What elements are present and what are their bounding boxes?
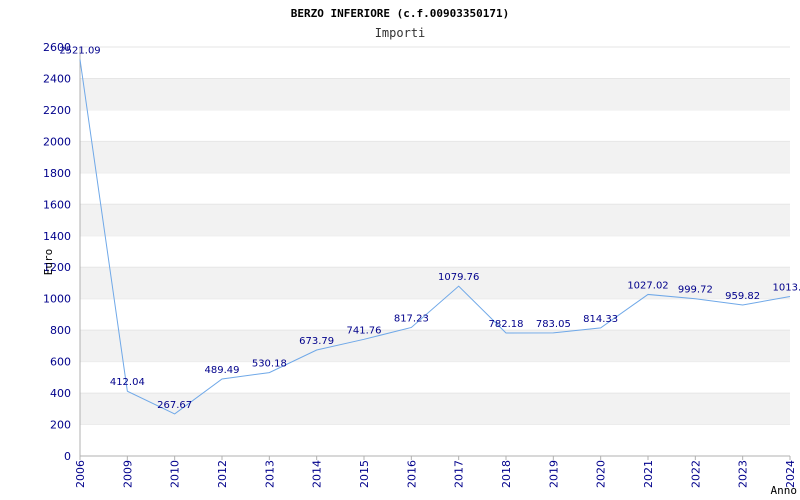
y-tick-label: 0 [64, 450, 71, 463]
data-label: 783.05 [536, 319, 571, 330]
x-tick-label: 2021 [642, 460, 655, 488]
chart-title: BERZO INFERIORE (c.f.00903350171) [291, 7, 510, 20]
x-tick-label: 2010 [169, 460, 182, 488]
chart-subtitle: Importi [375, 26, 426, 40]
y-tick-label: 200 [50, 419, 71, 432]
x-tick-label: 2022 [689, 460, 702, 488]
x-tick-label: 2024 [784, 460, 797, 488]
data-labels: 2521.09 412.04 267.67 489.49 530.18 673.79 741… [59, 45, 800, 410]
data-label: 741.76 [347, 325, 382, 336]
x-tick-label: 2023 [737, 460, 750, 488]
y-tick-label: 2200 [43, 104, 71, 117]
y-tick-label: 1600 [43, 198, 71, 211]
y-tick-label: 400 [50, 387, 71, 400]
data-label: 817.23 [394, 313, 429, 324]
x-tick-label: 2006 [74, 460, 87, 488]
x-tick-label: 2015 [358, 460, 371, 488]
data-label: 782.18 [489, 319, 524, 330]
grid-bands [80, 46, 790, 426]
axes [79, 47, 790, 457]
x-tick-label: 2020 [595, 460, 608, 488]
x-tick-label: 2012 [216, 460, 229, 488]
data-label: 814.33 [583, 314, 618, 325]
grid-band [80, 393, 790, 425]
data-label: 489.49 [205, 365, 240, 376]
y-tick-label: 800 [50, 324, 71, 337]
data-label: 1079.76 [438, 272, 479, 283]
grid-band [80, 267, 790, 299]
data-label: 530.18 [252, 359, 287, 370]
x-tick-label: 2016 [405, 460, 418, 488]
data-label: 2521.09 [59, 45, 100, 56]
y-tick-labels: 0 200 400 600 800 1000 1200 1400 1600 1800 2000 220… [43, 41, 71, 463]
data-label: 1027.02 [627, 280, 668, 291]
y-tick-label: 2600 [43, 41, 71, 54]
y-tick-label: 2400 [43, 72, 71, 85]
grid-band [80, 141, 790, 173]
y-tick-label: 1400 [43, 230, 71, 243]
grid-band [80, 78, 790, 110]
y-tick-label: 1000 [43, 293, 71, 306]
x-tick-label: 2018 [500, 460, 513, 488]
data-label: 673.79 [299, 336, 334, 347]
y-tick-label: 600 [50, 356, 71, 369]
series-line [79, 59, 791, 415]
x-tick-label: 2013 [263, 460, 276, 488]
y-tick-label: 1800 [43, 167, 71, 180]
y-axis-label: Euro [42, 249, 55, 276]
x-tick-labels: 2006 2009 2010 2012 2013 2014 2015 2016 2017 2018… [74, 456, 797, 488]
x-tick-label: 2019 [547, 460, 560, 488]
grid-band [80, 330, 790, 362]
x-tick-label: 2017 [453, 460, 466, 488]
data-label: 412.04 [110, 377, 145, 388]
x-axis-label: Anno [771, 484, 798, 497]
data-label: 959.82 [725, 291, 760, 302]
x-tick-label: 2014 [311, 460, 324, 488]
y-tick-label: 2000 [43, 135, 71, 148]
x-tick-label: 2009 [121, 460, 134, 488]
data-label: 999.72 [678, 285, 713, 296]
grid-band [80, 204, 790, 236]
data-label: 1013.9 [773, 283, 800, 294]
data-label: 267.67 [157, 400, 192, 411]
y-tick-label: 1200 [43, 261, 71, 274]
